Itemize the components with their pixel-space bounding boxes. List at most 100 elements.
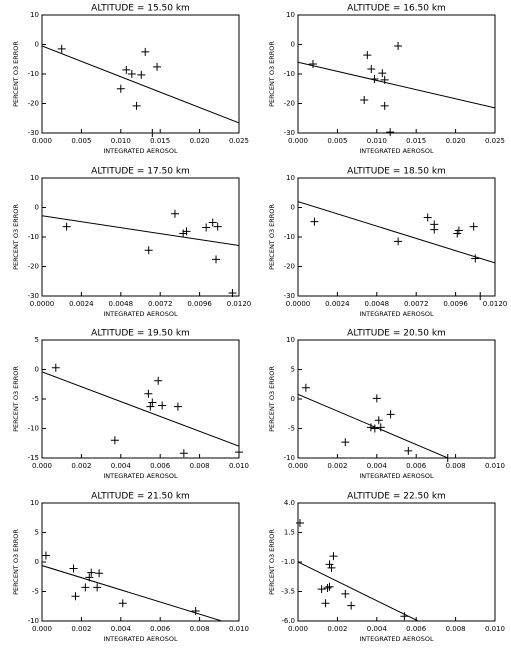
y-tick-label: 10	[286, 11, 295, 19]
x-tick-label: 0.002	[327, 462, 347, 470]
point	[295, 519, 304, 528]
point	[62, 222, 71, 231]
point	[325, 560, 334, 569]
x-tick-label: 0.000	[32, 462, 52, 470]
x-tick-label: 0.015	[150, 137, 170, 145]
x-tick-label: 0.0072	[148, 300, 173, 308]
point	[386, 128, 395, 137]
y-tick-label: -30	[284, 129, 295, 137]
x-tick-label: 0.0096	[187, 300, 212, 308]
point	[370, 424, 379, 433]
fit-line	[298, 561, 420, 621]
point	[380, 101, 389, 110]
panel: ALTITUDE = 19.50 km INTEGRATED AEROSOL PER…	[12, 329, 249, 481]
panel: ALTITUDE = 15.50 km INTEGRATED AEROSOL PER…	[12, 4, 249, 156]
point	[118, 599, 127, 608]
x-tick-label: 0.0048	[109, 300, 134, 308]
x-axis-label: INTEGRATED AEROSOL	[103, 472, 178, 480]
y-tick-label: 10	[286, 336, 295, 344]
point	[41, 551, 50, 560]
point	[228, 289, 237, 298]
y-axis-label: PERCENT O3 ERROR	[268, 529, 276, 595]
fit-line	[298, 61, 495, 109]
x-tick-label: 0.000	[288, 625, 308, 633]
point	[87, 568, 96, 577]
plot-frame	[297, 177, 496, 297]
point	[57, 44, 66, 53]
fit-line	[298, 201, 495, 264]
point	[85, 573, 94, 582]
y-axis-label: PERCENT O3 ERROR	[268, 366, 276, 432]
point	[321, 599, 330, 608]
point	[202, 223, 211, 232]
x-tick-label: 0.004	[111, 625, 132, 633]
y-tick-label: 0	[291, 204, 295, 212]
y-tick-label: 4.0	[284, 499, 295, 507]
point	[327, 563, 336, 572]
panel-title: ALTITUDE = 20.50 km	[347, 329, 446, 339]
x-axis-label: INTEGRATED AEROSOL	[103, 635, 178, 643]
point	[341, 589, 350, 598]
y-tick-label: -20	[28, 100, 39, 108]
x-axis-label: INTEGRATED AEROSOL	[359, 635, 434, 643]
panel: ALTITUDE = 22.50 km INTEGRATED AEROSOL PER…	[268, 492, 505, 644]
y-tick-label: -5	[288, 425, 295, 433]
x-tick-label: 0.0048	[365, 300, 390, 308]
panel: ALTITUDE = 17.50 km INTEGRATED AEROSOL PER…	[12, 167, 251, 319]
y-axis-label: PERCENT O3 ERROR	[12, 204, 20, 270]
x-axis-label: INTEGRATED AEROSOL	[359, 310, 434, 318]
x-tick-label: 0.008	[190, 462, 210, 470]
x-tick-label: 0.0000	[30, 300, 55, 308]
x-tick-label: 0.0120	[227, 300, 252, 308]
panel-title: ALTITUDE = 17.50 km	[91, 167, 190, 177]
x-axis-label: INTEGRATED AEROSOL	[103, 310, 178, 318]
point	[366, 423, 375, 432]
point	[122, 65, 131, 74]
point	[208, 218, 217, 227]
y-tick-label: -20	[28, 263, 39, 271]
x-tick-label: 0.002	[71, 462, 91, 470]
y-tick-label: 5	[35, 529, 39, 537]
y-tick-label: 0	[35, 204, 39, 212]
y-tick-label: -10	[284, 70, 295, 78]
x-tick-label: 0.020	[190, 137, 210, 145]
y-tick-label: -10	[284, 454, 295, 462]
y-tick-label: -6.0	[281, 617, 295, 625]
point	[374, 416, 383, 425]
y-tick-label: 10	[30, 174, 39, 182]
y-axis-label: PERCENT O3 ERROR	[12, 529, 20, 595]
panel-title: ALTITUDE = 19.50 km	[91, 329, 190, 339]
y-tick-label: -30	[28, 129, 39, 137]
x-tick-label: 0.004	[367, 625, 388, 633]
point	[212, 255, 221, 264]
point	[51, 363, 60, 372]
y-axis-label: PERCENT O3 ERROR	[268, 41, 276, 107]
plot-frame	[41, 177, 240, 297]
y-tick-label: -10	[28, 70, 39, 78]
point	[394, 41, 403, 50]
x-tick-label: 0.000	[32, 137, 52, 145]
x-tick-label: 0.000	[32, 625, 52, 633]
y-tick-label: 5	[291, 366, 295, 374]
panel-title: ALTITUDE = 16.50 km	[347, 4, 446, 14]
x-tick-label: 0.004	[367, 462, 388, 470]
point	[386, 410, 395, 419]
point	[132, 101, 141, 110]
x-tick-label: 0.010	[229, 625, 249, 633]
point	[325, 582, 334, 591]
point	[141, 47, 150, 56]
point	[376, 423, 385, 432]
x-tick-label: 0.000	[288, 137, 308, 145]
x-tick-label: 0.0096	[443, 300, 468, 308]
point	[363, 51, 372, 60]
y-axis-label: PERCENT O3 ERROR	[12, 366, 20, 432]
point	[182, 227, 191, 236]
x-tick-label: 0.005	[327, 137, 347, 145]
fit-line	[298, 393, 450, 458]
x-tick-label: 0.010	[111, 137, 131, 145]
point	[71, 592, 80, 601]
x-tick-label: 0.010	[367, 137, 387, 145]
point	[93, 583, 102, 592]
y-tick-label: -10	[28, 617, 39, 625]
y-tick-label: 10	[30, 11, 39, 19]
